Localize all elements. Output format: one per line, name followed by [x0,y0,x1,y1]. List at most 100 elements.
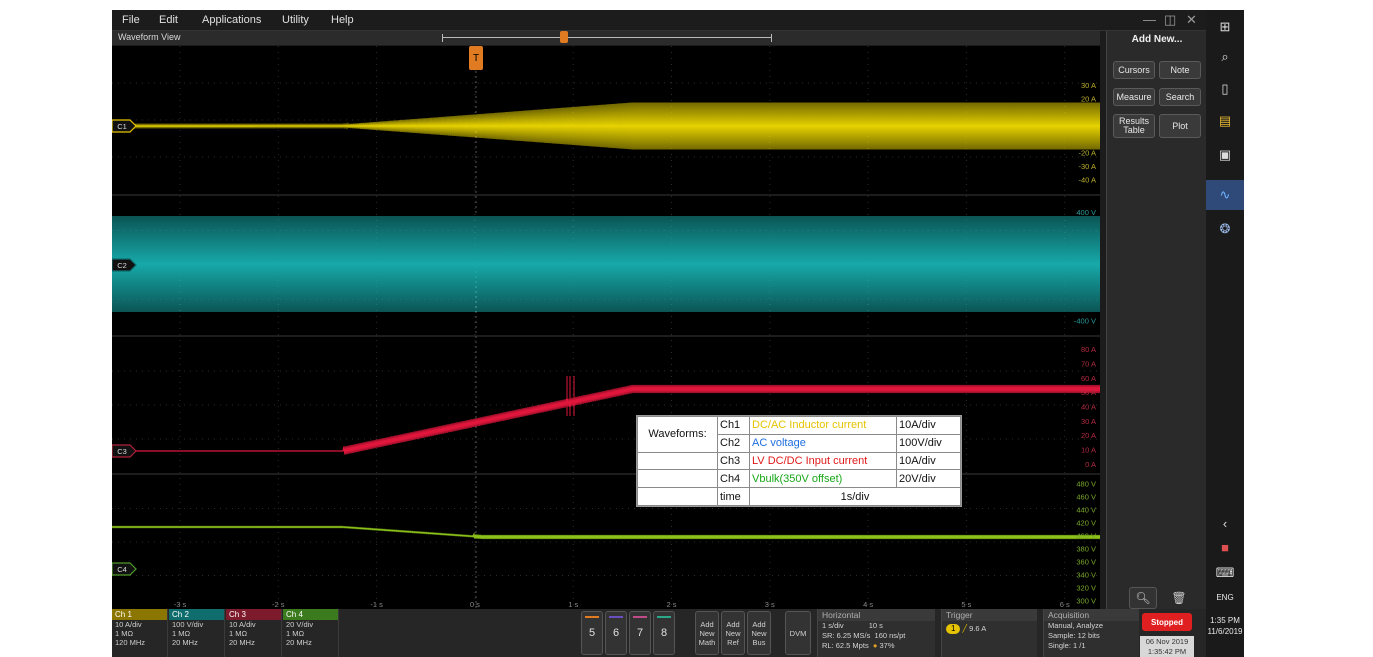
menu-utility[interactable]: Utility [282,14,309,26]
ch4-badge-scale: 20 V/div [286,620,314,629]
satellite-app-icon[interactable]: ❂ [1219,221,1231,236]
close-icon[interactable]: ✕ [1186,12,1197,27]
ch4-scale-label: 380 V [1076,545,1096,554]
search-button[interactable]: Search [1159,88,1201,106]
tray-app-icon[interactable]: ■ [1221,539,1229,555]
menu-help[interactable]: Help [331,14,354,26]
channel-5-button[interactable]: 5 [581,611,603,655]
taskbar-date[interactable]: 11/6/2019 [1207,627,1243,636]
legend-time-label: time [717,487,750,506]
time-tick-label: 2 s [666,600,676,609]
ch2-offset-marker [112,258,137,272]
horizontal-scale: 1 s/div [822,621,844,630]
ch4-trace [112,525,1100,540]
channel-8-button[interactable]: 8 [653,611,675,655]
note-button[interactable]: Note [1159,61,1201,79]
add-new-bus-button[interactable]: Add New Bus [747,611,771,655]
task-view-icon[interactable]: ▯ [1221,81,1229,96]
run-stop-status[interactable]: Stopped [1142,613,1192,631]
ch4-offset-marker [112,562,137,576]
menu-file[interactable]: File [122,14,140,26]
ch4-scale-label: 460 V [1076,493,1096,502]
trigger-t-marker [469,46,483,70]
legend-empty-cell [637,451,718,471]
dvm-button[interactable]: DVM [785,611,811,655]
waveform-view-title: Waveform View [118,32,181,42]
ch4-scale-label: 420 V [1076,519,1096,528]
ch2-badge-scale: 100 V/div [172,620,204,629]
search-icon[interactable]: ⌕ [1221,49,1229,64]
waveform-plot[interactable]: T 30 A 20 A -20 A -30 A -40 A 400 V -400 V 80 A… [112,46,1100,609]
waveform-graticule[interactable]: T 30 A 20 A -20 A -30 A -40 A 400 V -400 V 80 A… [112,46,1100,609]
add-new-math-button[interactable]: Add New Math [695,611,719,655]
add-new-ref-button[interactable]: Add New Ref [721,611,745,655]
scope-app-icon[interactable]: ∿ [1206,180,1244,210]
results-table-button[interactable]: Results Table [1113,114,1155,138]
timebar-trigger-marker[interactable] [560,31,568,43]
menu-applications[interactable]: Applications [202,14,262,26]
scope-date: 06 Nov 2019 [1145,637,1189,646]
menu-edit[interactable]: Edit [159,14,178,26]
ch1-trace [112,102,1100,150]
legend-ch3-name: LV DC/DC Input current [749,451,897,471]
horizontal-duration: 10 s [868,621,883,630]
trash-icon[interactable]: 🗑︎ [1171,591,1187,605]
ch4-badge[interactable]: Ch 4 20 V/div 1 MΩ 20 MHz [283,609,339,657]
time-tick-label: 0 s [470,600,480,609]
acquisition-badge[interactable]: Acquisition Manual, Analyze Sample: 12 b… [1043,609,1139,657]
ch2-trace [112,215,1100,313]
channel-6-label: 6 [612,627,620,639]
time-tick-label: -2 s [272,600,285,609]
ch4-offset-label: C4 [117,565,127,574]
taskbar-time[interactable]: 1:35 PM [1210,616,1240,625]
trigger-level: 9.6 A [969,624,987,633]
windows-start-icon[interactable]: ⊞ [1219,19,1231,34]
time-tick-label: -1 s [370,600,383,609]
trigger-badge[interactable]: Trigger 1 ╱ 9.6 A [941,609,1037,657]
ch1-scale-label: -40 A [1078,175,1096,184]
file-explorer-icon[interactable]: ▤ [1218,113,1232,128]
ch1-scale-label: -30 A [1078,162,1096,171]
ch4-scale-label: 320 V [1076,584,1096,593]
channel-6-button[interactable]: 6 [605,611,627,655]
language-indicator[interactable]: ENG [1216,593,1234,602]
legend-ch4: Ch4 [717,469,750,489]
time-tick-label: 6 s [1060,600,1070,609]
ch3-scale-label: 10 A [1081,446,1096,455]
legend-row: time 1s/div [637,487,961,506]
horizontal-badge[interactable]: Horizontal 1 s/div 10 s SR: 6.25 MS/s 16… [817,609,935,657]
channel-8-label: 8 [660,627,668,639]
settings-bar: Ch 1 10 A/div 1 MΩ 120 MHz Ch 2 100 V/di… [112,609,1206,657]
zoom-icon[interactable]: 🔍︎ [1129,587,1157,609]
window-app-icon[interactable]: ▣ [1218,147,1232,162]
legend-ch3: Ch3 [717,451,750,471]
ch1-badge-name: Ch 1 [112,609,167,620]
record-length: RL: 62.5 Mpts [822,641,869,650]
minimize-icon[interactable]: — [1143,12,1156,27]
ch1-badge-scale: 10 A/div [115,620,142,629]
legend-row: Waveforms: Ch1 DC/AC Inductor current 10… [637,416,961,453]
cursors-button[interactable]: Cursors [1113,61,1155,79]
record-timebar[interactable] [442,34,772,42]
time-per-point: 160 ns/pt [874,631,906,640]
chevron-left-icon[interactable]: ‹ [1222,515,1228,531]
measure-button[interactable]: Measure [1113,88,1155,106]
ch2-badge[interactable]: Ch 2 100 V/div 1 MΩ 20 MHz [169,609,225,657]
ch4-scale-label: 340 V [1076,571,1096,580]
ch3-offset-label: C3 [117,447,127,456]
restore-icon[interactable]: ◫ [1164,12,1177,27]
ch3-scale-label: 60 A [1081,374,1096,383]
keyboard-icon[interactable]: ⌨ [1215,565,1235,580]
legend-ch2-scale: 100V/div [896,433,961,453]
horizontal-title: Horizontal [818,609,935,621]
ch1-badge[interactable]: Ch 1 10 A/div 1 MΩ 120 MHz [112,609,168,657]
ch4-scale-label: 360 V [1076,558,1096,567]
ch2-scale-label: 400 V [1076,208,1096,217]
channel-7-button[interactable]: 7 [629,611,651,655]
ch3-trace [112,384,1100,455]
ch3-badge[interactable]: Ch 3 10 A/div 1 MΩ 20 MHz [226,609,282,657]
ch4-scale-label: 440 V [1076,506,1096,515]
ch3-badge-name: Ch 3 [226,609,281,620]
plot-button[interactable]: Plot [1159,114,1201,138]
windows-taskbar: ⊞ ⌕ ▯ ▤ ▣ ∿ ❂ ‹ ■ ⌨ ENG 1:35 PM 11/6/201… [1206,10,1244,657]
